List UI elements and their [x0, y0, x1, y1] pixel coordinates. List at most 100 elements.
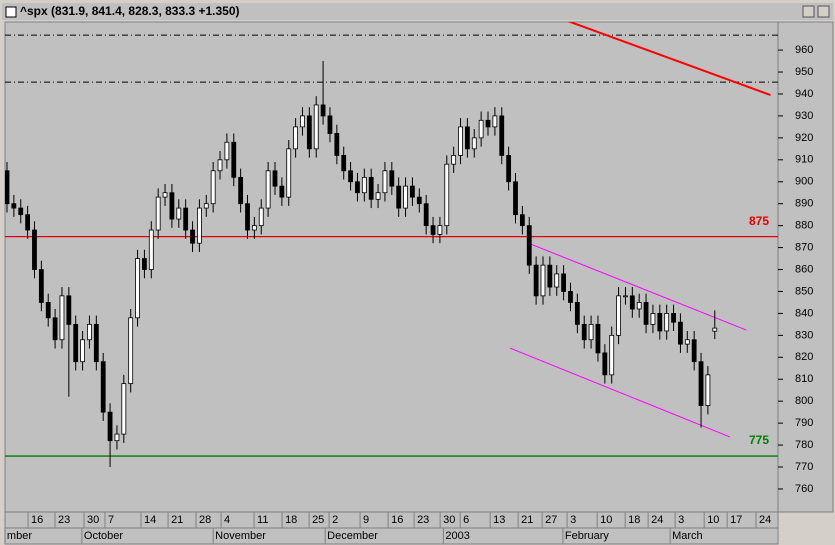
- x-tick-label: 25: [312, 514, 324, 526]
- candle-body: [396, 185, 402, 209]
- x-tick-label: 24: [651, 514, 663, 526]
- candle-body: [671, 313, 676, 323]
- candle-body: [18, 207, 24, 216]
- candle-body: [38, 269, 44, 303]
- candle-body: [664, 313, 670, 332]
- y-tick-label: 830: [795, 329, 813, 341]
- candle-body: [705, 374, 711, 406]
- y-tick-label: 940: [795, 88, 813, 100]
- x-tick-label: 14: [144, 514, 156, 526]
- candle-body: [114, 433, 120, 442]
- chart-title: ^spx (831.9, 841.4, 828.3, 833.3 +1.350): [20, 4, 240, 18]
- candle-body: [478, 119, 484, 139]
- candle-body: [657, 313, 663, 332]
- x-tick-label: 23: [58, 514, 70, 526]
- y-tick-label: 800: [795, 395, 813, 407]
- trend-line: [509, 347, 731, 438]
- candle-body: [574, 302, 580, 325]
- y-tick-label: 960: [795, 44, 813, 56]
- x-tick-label: 3: [678, 514, 684, 526]
- candle-body: [121, 383, 127, 435]
- month-label: mber: [7, 530, 32, 542]
- y-tick-label: 770: [795, 461, 813, 473]
- x-tick-label: 21: [521, 514, 533, 526]
- candle-body: [210, 170, 216, 205]
- candle-body: [162, 192, 168, 198]
- candle-body: [513, 181, 518, 216]
- candle-body: [403, 185, 408, 209]
- candle-body: [155, 196, 161, 231]
- candle-body: [361, 176, 367, 194]
- candle-body: [691, 339, 697, 363]
- y-tick-label: 810: [795, 373, 813, 385]
- candle-body: [650, 313, 656, 325]
- candle-body: [279, 185, 285, 198]
- candle-body: [485, 119, 491, 128]
- plot-layer: [5, 22, 778, 468]
- candle-body: [313, 104, 319, 150]
- candle-body: [306, 115, 312, 150]
- y-tick-label: 870: [795, 241, 813, 253]
- candle-body: [93, 323, 99, 363]
- month-label: October: [84, 530, 123, 542]
- candle-body: [636, 302, 642, 310]
- title-bar: [2, 3, 833, 20]
- candle-body: [561, 273, 567, 292]
- candle-body: [80, 339, 85, 363]
- candle-body: [320, 104, 326, 117]
- candle-body: [568, 291, 573, 303]
- candle-body: [547, 264, 553, 288]
- candle-body: [389, 170, 395, 187]
- candle-body: [238, 176, 244, 205]
- y-tick-label: 850: [795, 285, 813, 297]
- candle-body: [554, 273, 560, 288]
- y-tick-label: 920: [795, 132, 813, 144]
- candle-body: [464, 126, 470, 150]
- close-button[interactable]: [817, 5, 830, 18]
- x-tick-label: 7: [108, 514, 114, 526]
- candle-body: [623, 295, 628, 298]
- candle-body: [678, 321, 683, 345]
- candle-body: [533, 264, 539, 297]
- candle-body: [506, 155, 512, 183]
- x-tick-label: 10: [600, 514, 612, 526]
- window-icon[interactable]: [5, 6, 17, 18]
- y-tick-label: 860: [795, 263, 813, 275]
- candle-body: [499, 115, 505, 156]
- candle-body: [258, 207, 264, 227]
- candle-body: [519, 214, 525, 227]
- x-tick-label: 23: [417, 514, 429, 526]
- restore-button[interactable]: [802, 5, 815, 18]
- candle-body: [629, 295, 635, 310]
- candle-body: [197, 207, 202, 244]
- candle-body: [176, 207, 182, 220]
- x-tick-label: 30: [87, 514, 99, 526]
- candle-body: [423, 203, 429, 227]
- candle-body: [265, 170, 271, 209]
- candle-body: [59, 295, 65, 341]
- candle-body: [595, 323, 601, 354]
- candle-body: [148, 229, 154, 270]
- candle-body: [142, 258, 147, 270]
- candle-body: [251, 225, 257, 231]
- candle-body: [190, 229, 195, 244]
- x-tick-label: 16: [391, 514, 403, 526]
- x-tick-label: 3: [570, 514, 576, 526]
- x-tick-label: 6: [463, 514, 469, 526]
- candle-body: [588, 323, 594, 341]
- candle-body: [471, 137, 477, 150]
- candle-body: [135, 258, 140, 319]
- candle-body: [368, 176, 374, 200]
- candle-body: [327, 115, 333, 134]
- candle-body: [458, 126, 463, 156]
- candle-body: [437, 225, 443, 235]
- candle-body: [410, 185, 415, 198]
- candle-body: [451, 155, 457, 165]
- x-tick-label: 18: [628, 514, 640, 526]
- candle-body: [300, 115, 305, 128]
- trend-line: [567, 22, 771, 97]
- candle-body: [430, 225, 436, 235]
- trend-line: [527, 242, 747, 331]
